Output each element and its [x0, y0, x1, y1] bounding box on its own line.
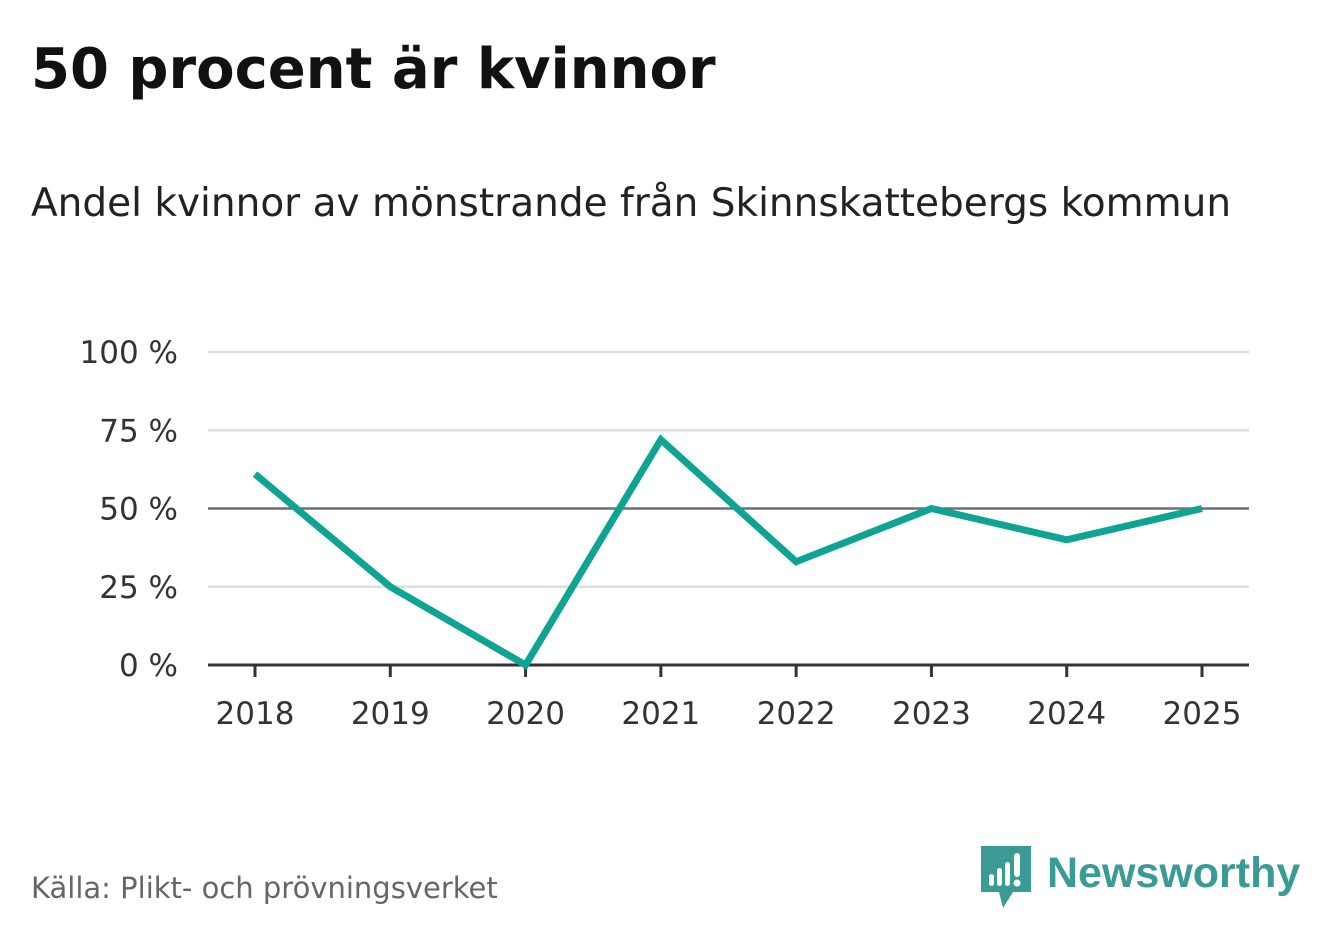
x-axis: [208, 663, 1249, 677]
x-axis-tick-labels: 2018 2019 2020 2021 2022 2023 2024 2025: [216, 696, 1242, 732]
x-tick-label-2025: 2025: [1163, 696, 1242, 732]
grid-lines: [208, 350, 1249, 588]
x-tick-label-2019: 2019: [351, 696, 430, 732]
chart-subtitle: Andel kvinnor av mönstrande från Skinnsk…: [31, 181, 1232, 226]
chart-title: 50 procent är kvinnor: [31, 37, 716, 102]
brand-name: Newsworthy: [1047, 849, 1301, 897]
newsworthy-logo-icon: [981, 846, 1031, 908]
x-tick-label-2023: 2023: [892, 696, 971, 732]
y-tick-label-75: 75 %: [99, 413, 178, 449]
brand-logo: Newsworthy: [981, 846, 1300, 912]
series-group: [252, 434, 1203, 670]
source-note: Källa: Plikt- och prövningsverket: [31, 871, 498, 905]
x-tick-label-2020: 2020: [486, 696, 565, 732]
y-tick-label-25: 25 %: [99, 570, 178, 606]
x-tick-label-2018: 2018: [216, 696, 295, 732]
y-tick-label-0: 0 %: [119, 648, 178, 684]
y-tick-label-100: 100 %: [80, 335, 178, 371]
line-chart: 0 % 25 % 50 % 75 % 100 % 2018 2019 2020 2021 202…: [80, 335, 1249, 732]
x-tick-label-2021: 2021: [621, 696, 700, 732]
x-tick-label-2022: 2022: [757, 696, 836, 732]
y-tick-label-50: 50 %: [99, 492, 178, 528]
y-axis-tick-labels: 0 % 25 % 50 % 75 % 100 %: [80, 335, 178, 684]
x-tick-label-2024: 2024: [1027, 696, 1106, 732]
series-line-0: [252, 434, 1203, 670]
